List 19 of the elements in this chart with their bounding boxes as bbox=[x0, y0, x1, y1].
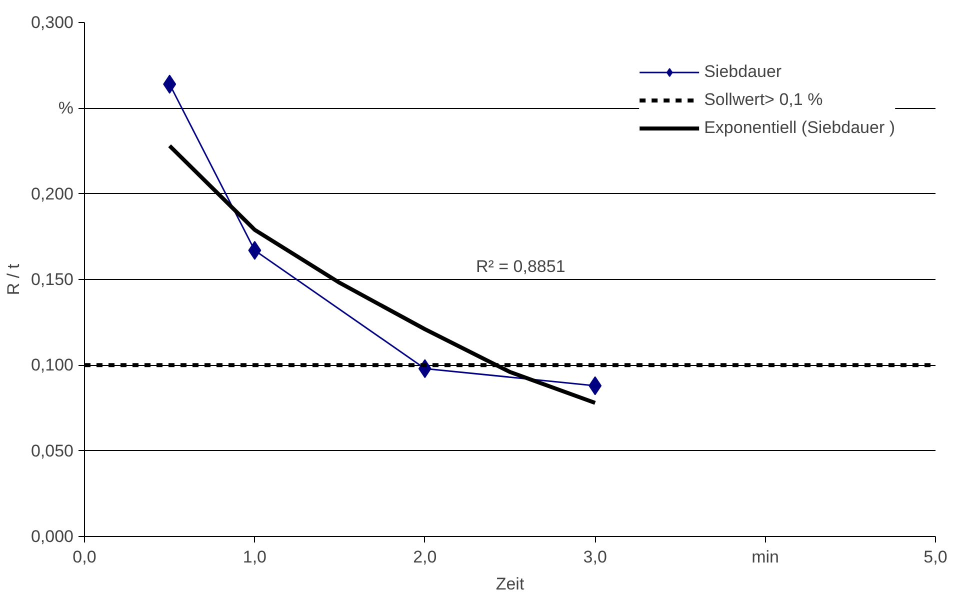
y-tick-label: 0,200 bbox=[30, 184, 74, 204]
legend-label: Siebdauer bbox=[704, 62, 782, 82]
y-tick-label: % bbox=[58, 98, 74, 118]
x-tick-label: min bbox=[752, 548, 780, 566]
legend-label: Exponentiell (Siebdauer ) bbox=[704, 118, 895, 138]
y-tick-label: 0,100 bbox=[30, 356, 74, 375]
x-tick-label: 1,0 bbox=[242, 548, 267, 566]
x-tick-label: 0,0 bbox=[72, 548, 96, 566]
x-tick-label: 2,0 bbox=[413, 548, 437, 566]
y-tick-label: 0,000 bbox=[30, 527, 74, 546]
y-tick-label: 0,150 bbox=[30, 270, 74, 289]
y-tick-label: 0,050 bbox=[30, 441, 74, 460]
y-tick-label: 0,300 bbox=[30, 13, 74, 32]
y-axis-title: R / t bbox=[4, 264, 23, 296]
annotation: R² = 0,8851 bbox=[476, 257, 566, 276]
x-tick-label: 5,0 bbox=[924, 548, 948, 566]
x-tick-label: 3,0 bbox=[583, 548, 607, 566]
legend-label: Sollwert> 0,1 % bbox=[704, 90, 823, 110]
x-axis-title: Zeit bbox=[496, 574, 524, 594]
